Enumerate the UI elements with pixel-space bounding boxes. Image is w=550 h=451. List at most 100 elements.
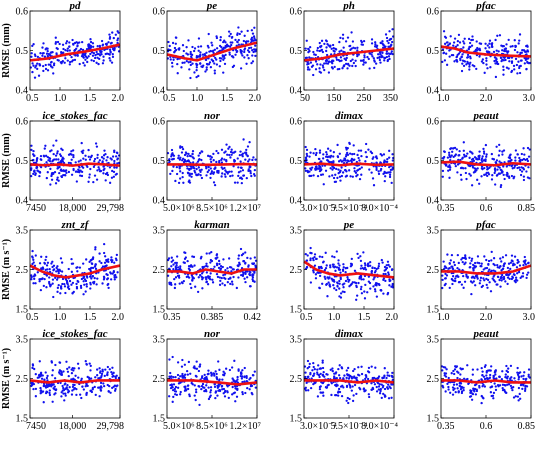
data-point [346,147,349,150]
data-point [50,262,53,265]
x-tick-label: 0.42 [244,312,262,323]
data-point [377,388,380,391]
data-point [485,258,488,262]
data-point [441,278,444,281]
data-point [200,158,203,162]
data-point [447,376,450,380]
data-point [224,46,227,49]
data-point [336,281,339,284]
data-point [45,176,48,180]
data-point [470,38,473,42]
data-point [203,53,206,56]
data-point [250,29,254,32]
data-point [514,395,517,398]
data-point [116,158,119,161]
data-point [470,398,474,401]
data-point [463,155,466,158]
data-point [383,367,386,370]
data-point [197,154,200,157]
data-point [70,153,73,156]
data-point [173,277,176,281]
y-tick-label: 0.6 [16,117,29,128]
data-point [83,64,86,67]
data-point [77,367,81,370]
data-point [313,255,316,259]
data-point [90,262,93,265]
data-point [190,265,194,268]
data-point [189,60,192,64]
data-point [349,48,352,51]
x-tick-label: 250 [357,93,372,104]
scatter-points [30,242,119,299]
data-point [313,368,316,371]
data-point [494,369,497,372]
data-point [254,44,257,47]
data-point [71,38,74,42]
data-point [312,73,315,77]
data-point [98,260,101,263]
trend-line [441,379,531,384]
data-point [39,386,42,390]
data-point [34,66,37,69]
data-point [331,367,334,370]
data-point [382,278,385,282]
data-point [516,51,519,54]
data-point [463,280,467,283]
data-point [244,151,248,154]
data-point [349,265,353,268]
data-point [372,376,376,380]
data-point [195,66,198,69]
data-point [517,375,520,378]
data-point [451,147,455,150]
data-point [349,59,352,63]
data-point [251,49,254,52]
data-point [58,153,62,156]
x-tick-label: 2.0 [112,312,125,323]
data-point [478,49,482,52]
data-point [527,271,530,274]
data-point [219,279,222,282]
data-point [343,374,346,377]
data-point [323,42,326,46]
data-point [391,53,394,56]
data-point [181,374,184,377]
data-point [304,169,308,173]
data-point [221,167,224,171]
y-tick-label: 2.5 [153,265,166,276]
data-point [42,284,45,287]
data-point [504,280,507,283]
data-point [236,33,239,36]
data-point [468,256,471,259]
data-point [49,167,52,171]
data-point [523,62,526,65]
data-point [510,60,514,63]
data-point [487,171,490,174]
trend-line [441,264,532,275]
data-point [192,366,195,369]
data-point [217,360,220,363]
data-point [63,285,67,288]
data-point [70,173,74,176]
data-point [523,371,526,374]
data-point [36,271,39,274]
data-point [342,263,345,266]
data-point [391,371,394,375]
data-point [451,386,455,389]
x-tick-label: 18,000 [59,203,87,214]
trend-line [303,47,395,62]
data-point [81,53,84,56]
data-point [362,39,366,43]
data-point [57,283,60,287]
data-point [353,152,356,156]
data-point [116,384,119,387]
data-point [500,269,503,272]
data-point [503,262,506,266]
data-point [358,178,362,181]
data-point [448,164,451,167]
data-point [43,378,46,381]
trend-line [29,162,121,167]
data-point [502,59,505,62]
data-point [175,166,179,169]
